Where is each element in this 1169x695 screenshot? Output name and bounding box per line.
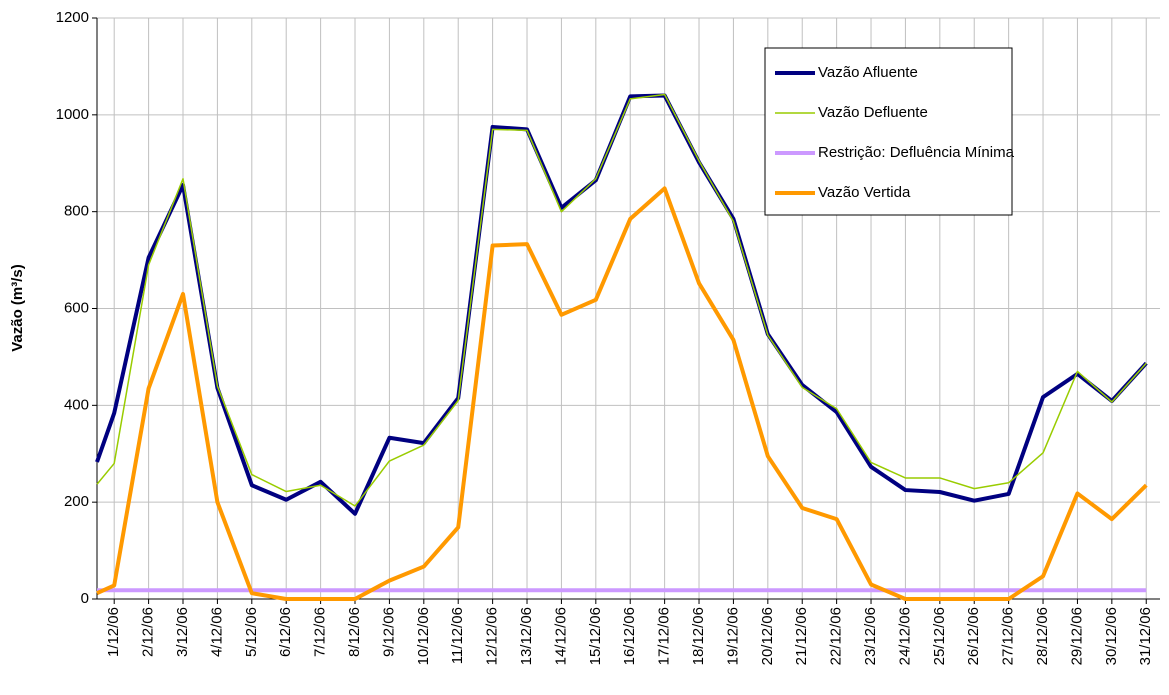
x-tick-label: 27/12/06 (1000, 607, 1017, 665)
x-tick-label: 13/12/06 (518, 607, 535, 665)
x-tick-label: 26/12/06 (965, 607, 982, 665)
legend-label: Vazão Defluente (818, 104, 928, 121)
x-tick-label: 20/12/06 (759, 607, 776, 665)
x-tick-label: 12/12/06 (484, 607, 501, 665)
y-tick-label: 600 (64, 299, 89, 316)
x-tick-label: 19/12/06 (724, 607, 741, 665)
y-tick-label: 800 (64, 203, 89, 220)
x-tick-label: 11/12/06 (449, 607, 466, 664)
series-line (96, 186, 1148, 601)
x-tick-label: 24/12/06 (896, 607, 913, 665)
x-tick-label: 22/12/06 (828, 607, 845, 665)
x-tick-label: 29/12/06 (1068, 607, 1085, 665)
y-axis-label: Vazão (m³/s) (9, 264, 26, 352)
x-tick-label: 6/12/06 (277, 607, 294, 657)
x-tick-label: 18/12/06 (690, 607, 707, 665)
legend-box (764, 47, 1013, 216)
y-tick-label: 400 (64, 396, 89, 413)
x-tick-label: 5/12/06 (243, 607, 260, 657)
x-tick-label: 2/12/06 (140, 607, 157, 657)
series-line (96, 93, 1147, 507)
y-tick-label: 0 (81, 590, 89, 607)
legend-label: Vazão Afluente (818, 64, 918, 81)
legend-label: Vazão Vertida (818, 184, 911, 201)
x-tick-label: 16/12/06 (621, 607, 638, 665)
x-tick-label: 17/12/06 (656, 607, 673, 665)
x-tick-label: 1/12/06 (105, 607, 122, 657)
legend-label: Restrição: Defluência Mínima (818, 144, 1015, 161)
x-tick-label: 14/12/06 (552, 607, 569, 665)
x-tick-label: 21/12/06 (793, 607, 810, 665)
x-tick-label: 4/12/06 (208, 607, 225, 657)
x-tick-label: 30/12/06 (1103, 607, 1120, 665)
x-tick-label: 9/12/06 (380, 607, 397, 657)
x-tick-label: 28/12/06 (1034, 607, 1051, 665)
y-tick-label: 1200 (56, 9, 89, 26)
x-tick-label: 25/12/06 (931, 607, 948, 665)
y-tick-label: 200 (64, 493, 89, 510)
x-tick-label: 7/12/06 (312, 607, 329, 657)
x-tick-label: 8/12/06 (346, 607, 363, 657)
x-tick-label: 31/12/06 (1137, 607, 1154, 665)
x-tick-label: 10/12/06 (415, 607, 432, 665)
x-tick-label: 23/12/06 (862, 607, 879, 665)
x-tick-label: 15/12/06 (587, 607, 604, 665)
x-tick-label: 3/12/06 (174, 607, 191, 657)
y-tick-label: 1000 (56, 106, 89, 123)
